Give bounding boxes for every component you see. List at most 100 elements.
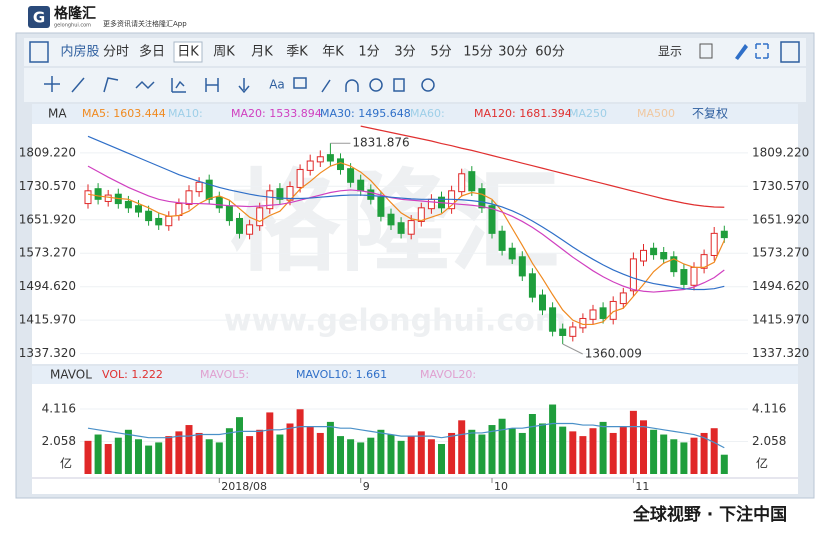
volume-bar (710, 428, 718, 474)
arrow-tool[interactable] (238, 78, 250, 94)
volume-bar (528, 414, 536, 474)
vol-panel (32, 384, 798, 494)
y-tick-label-right: 1494.620 (752, 279, 809, 293)
volume-bar (468, 429, 476, 474)
tab[interactable]: 日K (177, 45, 199, 60)
display-menu[interactable]: 显示 (658, 45, 682, 59)
tab[interactable]: 内房股 (60, 44, 99, 60)
price-panel (32, 124, 798, 364)
candle-body (276, 188, 284, 200)
trash-tool[interactable] (393, 78, 405, 92)
volume-bar (427, 439, 435, 474)
y-tick-label-right: 1415.970 (752, 313, 809, 327)
panel-toggle[interactable] (29, 41, 49, 63)
candle-body (155, 217, 163, 226)
candle-body (710, 232, 718, 256)
volume-bar (114, 437, 122, 474)
range-tool[interactable] (205, 78, 219, 92)
volume-bar (276, 434, 284, 474)
candle-body (589, 309, 597, 320)
volume-bar (357, 442, 365, 474)
vol-legend: MAVOL10: 1.661 (296, 368, 387, 381)
pen-icon[interactable] (735, 44, 748, 60)
tab[interactable]: 月K (251, 45, 273, 60)
volume-bar (670, 439, 678, 474)
candle-body (94, 188, 102, 200)
candle-body (185, 190, 193, 205)
volume-bar (225, 428, 233, 474)
y-tick-label-right: 1809.220 (752, 145, 809, 159)
x-tick-label: 9 (363, 480, 370, 493)
volume-bar (508, 428, 516, 474)
tab[interactable]: 30分 (498, 45, 528, 60)
candle-body (145, 210, 153, 222)
candle-body (518, 256, 526, 277)
ma-line (87, 162, 725, 326)
ray-tool[interactable] (103, 77, 119, 93)
tab[interactable]: 季K (286, 45, 308, 60)
candle-body (387, 213, 395, 226)
tab[interactable]: 5分 (430, 45, 451, 60)
eye-tool[interactable] (421, 78, 435, 92)
volume-bar (680, 442, 688, 474)
volume-bar (700, 432, 708, 474)
candle-body (256, 207, 264, 227)
magnet-tool[interactable] (345, 79, 359, 92)
volume-bar (478, 434, 486, 474)
tool-icons (44, 76, 435, 94)
volume-bar (326, 421, 334, 474)
candle-body (104, 194, 112, 202)
candle-body (498, 230, 506, 251)
volume-bar (266, 412, 274, 474)
ma-line (360, 125, 725, 208)
x-tick-label: 11 (635, 480, 649, 493)
wave-tool[interactable] (135, 80, 155, 90)
volume-bar (690, 437, 698, 474)
volume-bar (720, 454, 728, 474)
tab[interactable]: 多日 (139, 44, 165, 60)
volume-bar (165, 436, 173, 474)
mavol-line (87, 422, 725, 449)
candle-body (397, 222, 405, 234)
tab[interactable]: 15分 (463, 45, 493, 60)
volume-bar (417, 431, 425, 474)
fullscreen-icon[interactable] (755, 43, 769, 59)
candle-body (124, 200, 132, 209)
ma-legend: MA500 (637, 107, 675, 120)
logo-icon (28, 6, 50, 28)
text-tool[interactable]: Aa (269, 78, 285, 92)
cross-tool[interactable] (44, 76, 60, 92)
note-tool[interactable] (293, 77, 307, 89)
tab[interactable]: 年K (322, 45, 344, 60)
candle-body (619, 292, 627, 305)
volume-bar (579, 436, 587, 474)
candle-body (84, 190, 92, 205)
logo-g: G (33, 9, 45, 27)
site: gelonghui.com (54, 23, 91, 29)
adjust[interactable]: 不复权 (692, 107, 728, 121)
layout-icon[interactable] (699, 43, 713, 59)
tab[interactable]: 1分 (358, 45, 379, 60)
annotation-leader (562, 343, 583, 355)
footer: 全球视野 · 下注中国 (632, 504, 787, 525)
candle-body (357, 179, 365, 192)
panel-toggle-right[interactable] (780, 41, 800, 63)
line-tool[interactable] (71, 77, 85, 93)
ma-line (87, 165, 725, 293)
tab[interactable]: 3分 (394, 45, 415, 60)
volume-bar (377, 429, 385, 474)
circle-tool[interactable] (369, 78, 383, 92)
candle-body (508, 247, 516, 260)
candle-body (326, 154, 334, 162)
volume-bar (94, 434, 102, 474)
brush-tool[interactable] (321, 79, 331, 93)
candle-body (337, 158, 344, 171)
candle-body (549, 307, 557, 332)
tab[interactable]: 分时 (103, 45, 129, 60)
tab[interactable]: 60分 (535, 45, 565, 60)
candle-body (640, 249, 647, 262)
fib-tool[interactable] (171, 78, 186, 93)
watermark-url: www.gelonghui.com (224, 304, 566, 339)
volume-bar (236, 417, 243, 474)
tab[interactable]: 周K (213, 45, 235, 60)
